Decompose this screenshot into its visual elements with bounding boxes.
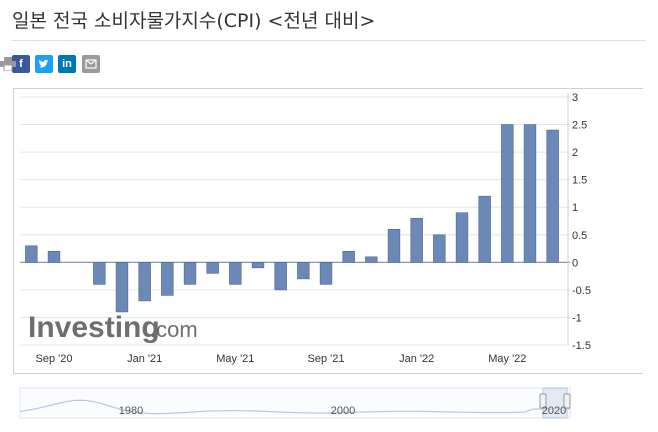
bar: [433, 234, 446, 263]
bar: [478, 195, 491, 263]
bar: [319, 262, 333, 285]
navigator-year-label: 1980: [119, 405, 143, 417]
bar: [365, 256, 378, 263]
bar: [25, 245, 38, 263]
navigator-series-line: [19, 399, 571, 415]
y-tick-label: 0: [572, 257, 578, 269]
navigator-handle: [563, 393, 571, 409]
navigator-year-label: 2000: [331, 405, 355, 417]
y-tick-label: -1: [572, 312, 582, 324]
bar: [501, 124, 514, 263]
email-share-button[interactable]: [82, 55, 100, 73]
facebook-icon: f: [19, 58, 23, 70]
x-tick-label: Sep '20: [36, 353, 73, 365]
navigator-frame: [19, 387, 571, 419]
linkedin-share-button[interactable]: in: [58, 55, 76, 73]
y-tick-label: -0.5: [572, 285, 591, 297]
twitter-icon: [39, 59, 49, 68]
bar: [546, 129, 559, 263]
navigator-year-label: 2020: [542, 405, 566, 417]
bar: [115, 262, 129, 313]
bar: [93, 262, 106, 285]
y-tick-label: 3: [572, 92, 578, 104]
bar: [387, 228, 401, 263]
bar: [183, 262, 197, 285]
email-icon: [85, 59, 97, 69]
navigator-selection: [542, 387, 568, 419]
x-tick-label: Sep '21: [308, 353, 345, 365]
bar: [206, 262, 219, 274]
twitter-share-button[interactable]: [35, 55, 53, 73]
bar: [410, 217, 423, 263]
bar: [229, 262, 242, 285]
x-tick-label: May '21: [216, 353, 254, 365]
linkedin-icon: in: [62, 58, 72, 70]
bar: [138, 262, 151, 302]
bar: [342, 251, 355, 263]
bar: [455, 212, 469, 263]
bar: [47, 251, 61, 263]
facebook-share-button[interactable]: f: [12, 55, 30, 73]
y-tick-label: -1.5: [572, 340, 591, 352]
page-title: 일본 전국 소비자물가지수(CPI) <전년 대비>: [12, 10, 376, 32]
x-tick-label: May '22: [488, 353, 526, 365]
x-tick-label: Jan '21: [127, 353, 162, 365]
y-tick-label: 1: [572, 202, 578, 214]
navigator-handle: [539, 393, 547, 409]
chart-frame: [13, 88, 643, 374]
y-tick-label: 2.5: [572, 120, 587, 132]
print-icon[interactable]: [0, 57, 16, 71]
x-tick-label: Jan '22: [399, 353, 434, 365]
watermark-suffix: .com: [150, 317, 198, 342]
watermark-brand: Investing: [28, 311, 160, 344]
title-divider: [12, 40, 646, 41]
y-tick-label: 0.5: [572, 230, 587, 242]
bar: [274, 262, 287, 291]
bar: [161, 262, 174, 296]
bar: [251, 262, 265, 269]
y-tick-label: 2: [572, 147, 578, 159]
bar: [297, 262, 310, 280]
bar: [523, 124, 537, 263]
y-tick-label: 1.5: [572, 175, 587, 187]
